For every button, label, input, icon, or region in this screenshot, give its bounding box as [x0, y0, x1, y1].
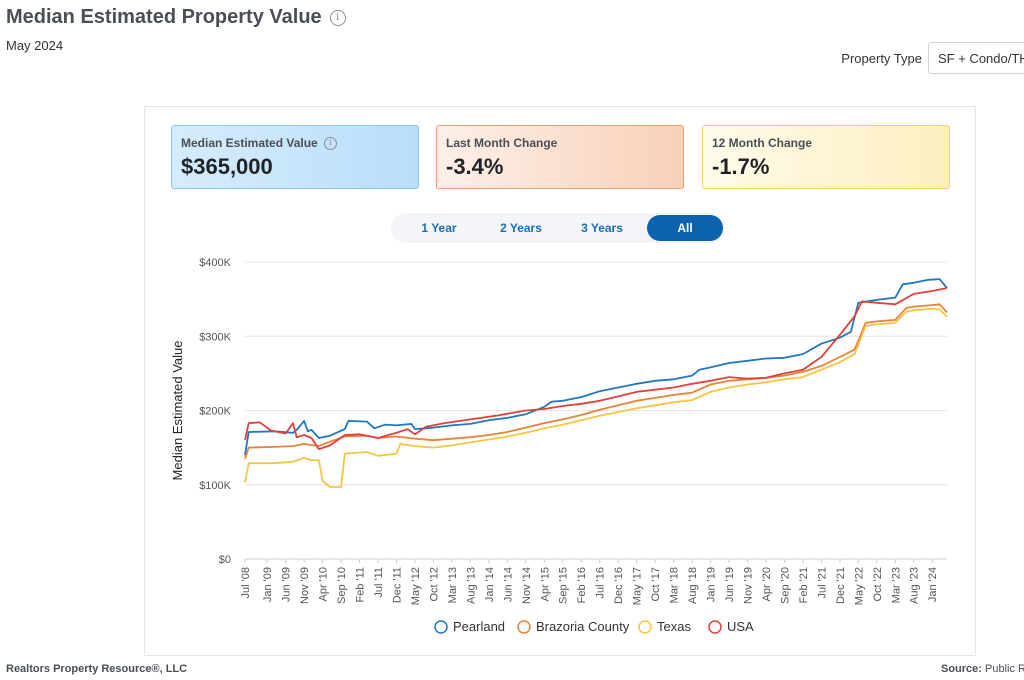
- kpi-label: 12 Month Change: [712, 136, 813, 150]
- x-tick-label: Nov '09: [299, 567, 311, 604]
- kpi-label-text: Median Estimated Value: [181, 136, 318, 150]
- x-tick-label: Sep '10: [336, 567, 348, 604]
- tab-3-years[interactable]: 3 Years: [581, 221, 623, 235]
- x-tick-label: Mar '23: [890, 567, 902, 603]
- x-tick-label: Oct '12: [428, 567, 440, 602]
- x-tick-label: Aug '18: [687, 567, 699, 604]
- legend-label: USA: [727, 619, 754, 634]
- x-tick-label: Jun '19: [724, 567, 736, 602]
- y-tick-label: $100K: [199, 480, 231, 492]
- x-tick-label: Jun '09: [281, 567, 293, 602]
- kpi-12-month-change: 12 Month Change -1.7%: [702, 125, 950, 189]
- x-tick-label: Jul '08: [240, 567, 252, 598]
- x-tick-label: Jan '09: [262, 567, 274, 602]
- property-type-select[interactable]: SF + Condo/TH: [928, 42, 1024, 74]
- property-type-filter: Property Type SF + Condo/TH: [841, 42, 1024, 74]
- footer-source-value: Public Re: [985, 663, 1024, 675]
- property-type-label: Property Type: [841, 50, 922, 66]
- x-tick-label: Apr '10: [318, 567, 330, 602]
- x-tick-label: Dec '11: [391, 567, 403, 603]
- x-tick-label: Aug '23: [909, 567, 921, 604]
- footer-attribution: Realtors Property Resource®, LLC: [6, 663, 188, 675]
- y-tick-label: $300K: [199, 331, 231, 343]
- tab-all[interactable]: All: [647, 215, 723, 241]
- kpi-label: Last Month Change: [446, 136, 558, 150]
- x-tick-label: Jan '14: [484, 567, 496, 602]
- info-icon[interactable]: i: [323, 136, 337, 150]
- x-tick-label: Jan '24: [927, 567, 939, 602]
- x-tick-label: Dec '21: [835, 567, 847, 604]
- series-line-texas: [244, 307, 948, 488]
- kpi-value: -3.4%: [446, 154, 504, 179]
- y-tick-label: $400K: [199, 257, 231, 269]
- legend-marker-brazoria-county: [517, 620, 531, 634]
- x-tick-label: Jun '14: [502, 567, 514, 602]
- legend-label: Brazoria County: [536, 619, 630, 634]
- x-tick-label: Jul '21: [816, 567, 828, 598]
- series-line-usa: [244, 287, 948, 450]
- x-tick-label: Feb '11: [355, 567, 367, 603]
- legend-label: Texas: [657, 619, 691, 634]
- line-chart: $0 $100K $200K $300K $400K Median Estimated V…: [170, 257, 948, 634]
- x-tick-label: Nov '19: [742, 567, 754, 604]
- x-tick-label: May '17: [632, 567, 644, 605]
- x-tick-label: Oct '17: [650, 567, 662, 602]
- chart-card: Median Estimated Value i $365,000 Last M…: [144, 106, 976, 656]
- x-tick-label: May '22: [853, 567, 865, 605]
- legend-marker-usa: [708, 620, 722, 634]
- x-tick-label: Jul '16: [595, 567, 607, 598]
- legend-marker-texas: [638, 620, 652, 634]
- legend-label: Pearland: [453, 619, 505, 634]
- x-tick-label: Jan '19: [706, 567, 718, 602]
- kpi-label: Median Estimated Value i: [181, 136, 409, 150]
- x-tick-label: May '12: [410, 567, 422, 605]
- kpi-median-value: Median Estimated Value i $365,000: [171, 125, 419, 189]
- x-tick-label: Mar '13: [447, 567, 459, 603]
- page-title: Median Estimated Property Value i: [6, 6, 346, 29]
- time-range-tabs: 1 Year 2 Years 3 Years All: [391, 213, 725, 243]
- page-title-text: Median Estimated Property Value: [6, 6, 322, 28]
- kpi-value: -1.7%: [712, 154, 770, 179]
- x-tick-label: Feb '21: [798, 567, 810, 603]
- series-line-pearland: [244, 278, 948, 456]
- footer-source: Source: Public Re: [941, 663, 1024, 675]
- series-line-brazoria-county: [244, 303, 948, 460]
- kpi-last-month-change: Last Month Change -3.4%: [436, 125, 684, 189]
- info-icon[interactable]: i: [329, 9, 346, 26]
- x-tick-label: Oct '22: [872, 567, 884, 602]
- x-tick-label: Apr '15: [539, 567, 551, 602]
- y-tick-label: $200K: [199, 406, 231, 418]
- x-tick-label: Sep '20: [779, 567, 791, 604]
- report-date: May 2024: [6, 38, 64, 53]
- legend-marker-pearland: [434, 620, 448, 634]
- x-tick-label: Aug '13: [465, 567, 477, 604]
- x-tick-label: Feb '16: [576, 567, 588, 603]
- x-tick-label: Nov '14: [521, 567, 533, 604]
- x-tick-label: Jul '11: [373, 567, 385, 598]
- tab-2-years[interactable]: 2 Years: [500, 221, 542, 235]
- tab-1-year[interactable]: 1 Year: [421, 221, 457, 235]
- footer-source-label: Source:: [941, 663, 982, 675]
- y-tick-label: $0: [219, 554, 231, 566]
- x-tick-label: Sep '15: [558, 567, 570, 604]
- y-axis-title: Median Estimated Value: [170, 341, 185, 481]
- x-tick-label: Dec '16: [613, 567, 625, 604]
- kpi-value: $365,000: [181, 154, 273, 179]
- x-tick-label: Apr '20: [761, 567, 773, 602]
- x-tick-label: Mar '18: [669, 567, 681, 603]
